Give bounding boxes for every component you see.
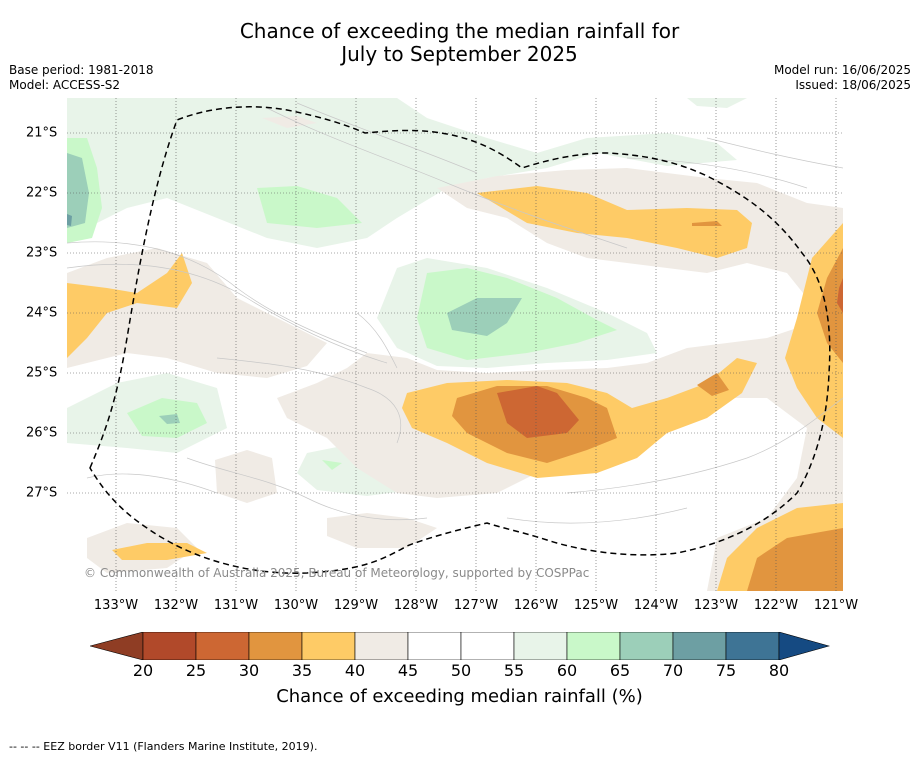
- region-30-35-spot: [697, 373, 729, 396]
- colorbar-segment: [460, 632, 515, 660]
- colorbar-segment: [619, 632, 674, 660]
- longitude-label: 125°W: [573, 598, 619, 613]
- colorbar-tick: 40: [344, 661, 366, 680]
- colorbar-tick: 65: [609, 661, 631, 680]
- longitude-label: 131°W: [213, 598, 259, 613]
- latitude-label: 22°S: [26, 185, 58, 201]
- region-25-30-center: [497, 386, 579, 438]
- colorbar-segment: [248, 632, 303, 660]
- issued-date: Issued: 18/06/2025: [795, 78, 911, 92]
- colorbar-tick: 45: [397, 661, 419, 680]
- colorbar-tick: 60: [556, 661, 578, 680]
- longitude-label: 133°W: [93, 598, 139, 613]
- base-period: Base period: 1981-2018: [9, 63, 154, 77]
- contour-lines: [67, 102, 843, 524]
- region-40-45-midsouth: [215, 450, 277, 503]
- colorbar-tick: 55: [503, 661, 525, 680]
- region-35-40-southwest: [112, 543, 207, 560]
- region-60-65-center: [417, 268, 617, 360]
- longitude-label: 124°W: [633, 598, 679, 613]
- region-35-40-west: [67, 253, 192, 358]
- colorbar-tick: 20: [132, 661, 154, 680]
- colorbar-tick: 30: [238, 661, 260, 680]
- colorbar-tick: 75: [715, 661, 737, 680]
- eez-border: [89, 106, 831, 574]
- model-name: Model: ACCESS-S2: [9, 78, 121, 92]
- longitude-label: 121°W: [813, 598, 859, 613]
- colorbar-extend-high: [778, 632, 830, 660]
- latitude-label: 27°S: [26, 485, 58, 501]
- colorbar-tick: 80: [768, 661, 790, 680]
- colorbar-segment: [301, 632, 356, 660]
- colorbar-tick: 25: [185, 661, 207, 680]
- region-65-70-center: [447, 298, 522, 336]
- region-65-70-southwest: [159, 414, 180, 424]
- latitude-label: 21°S: [26, 125, 58, 141]
- region-30-35-north: [692, 221, 722, 226]
- colorbar-segment: [566, 632, 621, 660]
- latitude-label: 23°S: [26, 245, 58, 261]
- map-title-line1: Chance of exceeding the median rainfall …: [239, 19, 680, 43]
- latitude-label: 26°S: [26, 425, 58, 441]
- colorbar-segment: [513, 632, 568, 660]
- colorbar-segment: [142, 632, 197, 660]
- colorbar-segment: [672, 632, 727, 660]
- colorbar-segment: [354, 632, 409, 660]
- eez-footnote: -- -- -- EEZ border V11 (Flanders Marine…: [9, 740, 318, 753]
- rainfall-map: © Commonwealth of Australia 2025, Bureau…: [67, 98, 843, 591]
- region-30-35-southeast: [747, 528, 843, 591]
- map-title-line2: July to September 2025: [341, 42, 578, 66]
- longitude-label: 123°W: [693, 598, 739, 613]
- colorbar-label: Chance of exceeding median rainfall (%): [276, 686, 643, 707]
- longitude-label: 127°W: [453, 598, 499, 613]
- colorbar-extend-low: [90, 632, 144, 660]
- longitude-label: 128°W: [393, 598, 439, 613]
- latitude-label: 25°S: [26, 365, 58, 381]
- region-70-75-west: [67, 214, 72, 226]
- meta-left: Base period: 1981-2018 Model: ACCESS-S2: [9, 63, 154, 93]
- colorbar-segment: [725, 632, 780, 660]
- longitude-label: 130°W: [273, 598, 319, 613]
- colorbar-segment: [195, 632, 250, 660]
- region-60-65-south-a: [322, 460, 342, 470]
- map-copyright: © Commonwealth of Australia 2025, Bureau…: [84, 566, 589, 580]
- region-40-45-west: [67, 248, 327, 378]
- model-run: Model run: 16/06/2025: [773, 63, 911, 77]
- longitude-label: 129°W: [333, 598, 379, 613]
- colorbar-tick: 35: [291, 661, 313, 680]
- region-55-60-north: [67, 98, 737, 248]
- meta-right: Model run: 16/06/2025 Issued: 18/06/2025: [774, 63, 911, 93]
- region-65-70-west: [67, 153, 89, 228]
- longitude-label: 122°W: [753, 598, 799, 613]
- colorbar-tick: 50: [450, 661, 472, 680]
- colorbar-tick: 70: [662, 661, 684, 680]
- latitude-label: 24°S: [26, 305, 58, 321]
- region-35-40-north: [477, 186, 752, 258]
- region-60-65-north: [257, 186, 362, 228]
- region-40-45-south: [327, 513, 437, 548]
- region-55-60-topright: [687, 98, 747, 108]
- region-25-30-east: [837, 278, 843, 313]
- longitude-label: 126°W: [513, 598, 559, 613]
- region-40-45-northeast: [277, 168, 843, 591]
- region-30-35-east: [817, 248, 843, 363]
- colorbar-segment: [407, 632, 462, 660]
- colorbar: [90, 632, 830, 660]
- longitude-label: 132°W: [153, 598, 199, 613]
- grid-lines: [67, 98, 843, 591]
